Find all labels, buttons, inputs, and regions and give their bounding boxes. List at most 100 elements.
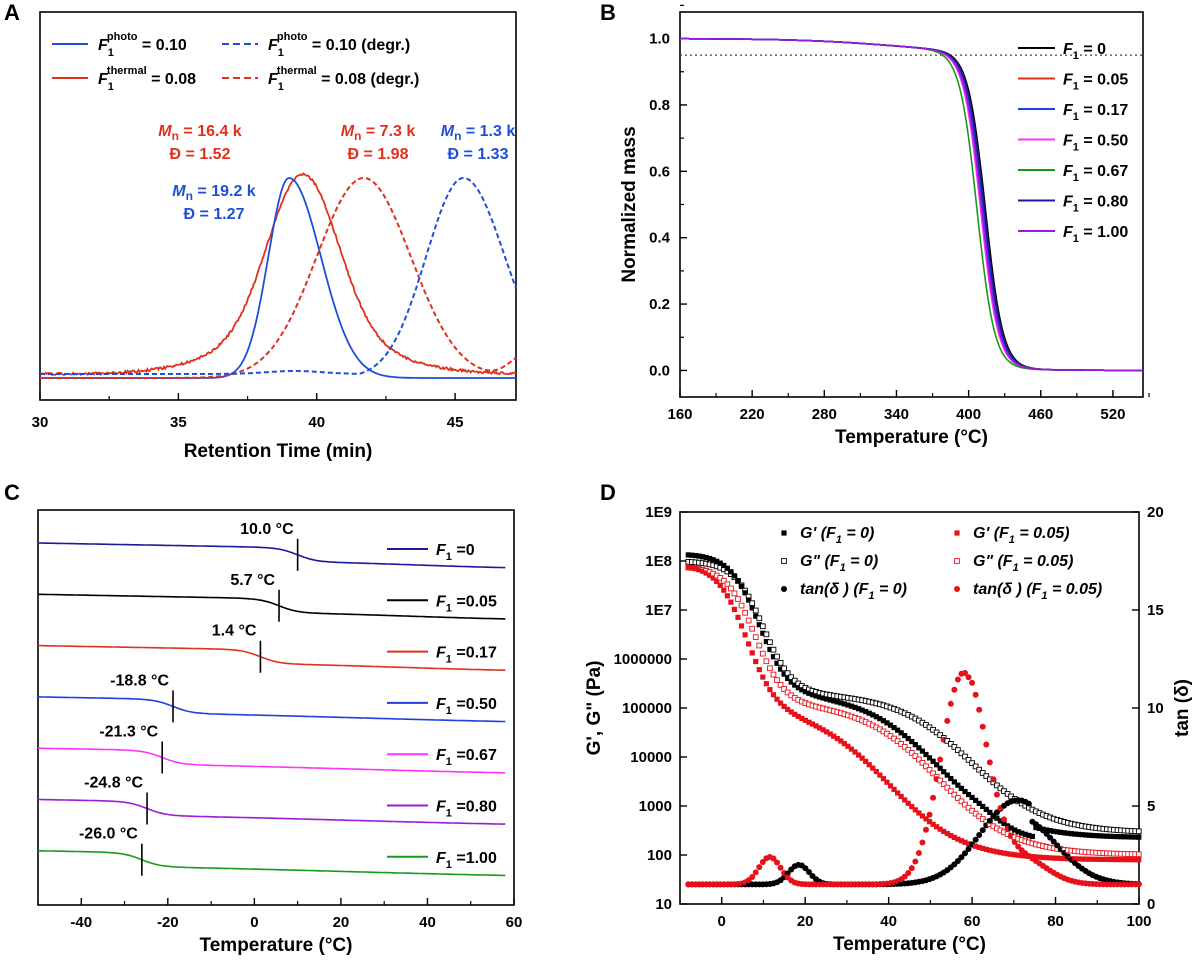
marker-gp-f1-0 [1012, 827, 1018, 833]
marker-tan-f1-005 [922, 826, 929, 833]
marker-gp-f1-0 [1107, 833, 1114, 839]
marker-gp-f1-005 [1093, 856, 1099, 862]
marker-tan-f1-005 [993, 791, 1000, 798]
dsc-curve [38, 798, 506, 825]
marker-gp-f1-005 [955, 836, 961, 842]
x-tick-label: 40 [419, 914, 436, 931]
marker-gp-f1-005 [1100, 856, 1106, 863]
legend-marker [954, 586, 960, 592]
marker-gp-f1-0 [777, 666, 784, 672]
marker-gpp-f1-0 [947, 741, 954, 747]
marker-gpp-f1-005 [930, 770, 936, 777]
marker-tan-f1-005 [926, 811, 933, 818]
y-left-tick-label: 1E9 [645, 504, 672, 521]
marker-gp-f1-0 [1104, 833, 1110, 839]
marker-gp-f1-0 [877, 716, 883, 722]
marker-gp-f1-0 [944, 772, 950, 778]
marker-gp-f1-005 [777, 700, 784, 706]
x-tick-label: 0 [718, 913, 726, 930]
marker-gp-f1-0 [1079, 832, 1085, 838]
marker-gp-f1-0 [1132, 834, 1138, 840]
marker-gp-f1-005 [685, 564, 691, 570]
y-right-tick-label: 15 [1147, 602, 1164, 619]
marker-gpp-f1-005 [944, 784, 951, 791]
marker-gp-f1-0 [841, 701, 848, 707]
marker-gp-f1-005 [699, 568, 706, 574]
y-axis-title: Normalized mass [619, 126, 640, 282]
marker-gp-f1-005 [746, 641, 752, 647]
marker-tan-f1-005 [905, 870, 912, 877]
marker-gpp-f1-005 [759, 650, 766, 657]
panel-b-tga-chart: 160 220 280 340 400 460 520 0.0 0.2 0.4 0.6 0.8 1.0 T… [619, 4, 1150, 448]
panel-d-rheology-chart: 0 20 40 60 80 1001E91E81E71000000100000100001… [584, 504, 1193, 955]
marker-gp-f1-0 [820, 695, 826, 701]
marker-gpp-f1-0 [951, 744, 958, 750]
peak-annotation-dispersity: Đ = 1.98 [348, 146, 409, 163]
marker-gp-f1-0 [1068, 831, 1075, 837]
legend-label: F1 = 0.67 [1063, 163, 1128, 184]
marker-gp-f1-0 [1082, 832, 1089, 838]
y-tick-label: 0.2 [649, 296, 670, 313]
marker-gp-f1-005 [1111, 856, 1117, 863]
marker-gp-f1-005 [1001, 850, 1007, 856]
legend-marker [954, 530, 960, 536]
marker-gp-f1-005 [1132, 857, 1138, 863]
marker-gp-f1-005 [866, 762, 872, 768]
marker-gp-f1-005 [941, 828, 947, 835]
marker-gpp-f1-005 [756, 642, 763, 649]
peak-annotation-dispersity: Đ = 1.27 [184, 206, 245, 223]
marker-gp-f1-0 [887, 722, 894, 728]
marker-gp-f1-005 [834, 735, 840, 742]
marker-gp-f1-005 [735, 614, 741, 620]
marker-gp-f1-005 [997, 849, 1004, 856]
marker-gp-f1-0 [1061, 830, 1067, 836]
marker-gp-f1-005 [721, 587, 727, 593]
marker-gpp-f1-005 [958, 798, 965, 805]
marker-gpp-f1-005 [763, 658, 770, 665]
dsc-curve [38, 644, 506, 671]
marker-gp-f1-005 [905, 800, 911, 806]
legend-marker [781, 558, 787, 564]
marker-gp-f1-0 [742, 590, 748, 596]
panel-letter-d: D [600, 480, 616, 505]
marker-gp-f1-0 [902, 733, 908, 739]
panel-letter-b: B [600, 0, 616, 25]
marker-gpp-f1-005 [947, 788, 954, 795]
x-tick-label: 35 [170, 414, 187, 431]
legend-label: F1thermal = 0.08 [98, 65, 196, 93]
marker-gp-f1-005 [1114, 856, 1121, 863]
legend-label: F1photo = 0.10 (degr.) [268, 31, 410, 59]
marker-tan-f1-005 [1001, 816, 1008, 823]
marker-tan-f1-005 [979, 723, 986, 730]
marker-tan-f1-005 [752, 869, 759, 876]
marker-gp-f1-005 [895, 790, 901, 796]
marker-tan-f1-0 [961, 850, 968, 857]
marker-gp-f1-0 [699, 554, 706, 560]
marker-gp-f1-005 [973, 843, 979, 849]
marker-gp-f1-005 [873, 768, 879, 775]
y-right-tick-label: 10 [1147, 700, 1164, 717]
marker-tan-f1-005 [777, 864, 784, 871]
x-axis-title: Retention Time (min) [184, 441, 373, 462]
marker-gp-f1-0 [1043, 827, 1050, 833]
marker-gp-f1-005 [930, 821, 936, 827]
series-thermal [39, 172, 517, 377]
marker-gp-f1-0 [749, 605, 755, 611]
marker-gp-f1-005 [731, 606, 738, 613]
legend-label: F1 = 0.05 [1063, 72, 1128, 93]
marker-gp-f1-0 [976, 800, 982, 806]
tg-label: -26.0 °C [79, 826, 138, 843]
legend-label: tan(δ ) (F1 = 0.05) [973, 581, 1102, 602]
marker-gpp-f1-005 [777, 682, 784, 688]
marker-gp-f1-005 [1047, 855, 1053, 861]
peak-annotation-dispersity: Đ = 1.52 [170, 146, 231, 163]
x-axis-title: Temperature (°C) [835, 427, 988, 448]
marker-gp-f1-005 [1107, 856, 1114, 863]
marker-gpp-f1-005 [728, 585, 734, 592]
marker-gp-f1-0 [923, 751, 929, 758]
marker-gp-f1-005 [809, 721, 816, 727]
marker-gpp-f1-005 [735, 596, 741, 602]
marker-gp-f1-0 [916, 745, 922, 751]
marker-gp-f1-0 [997, 818, 1004, 824]
marker-gp-f1-005 [841, 740, 848, 747]
